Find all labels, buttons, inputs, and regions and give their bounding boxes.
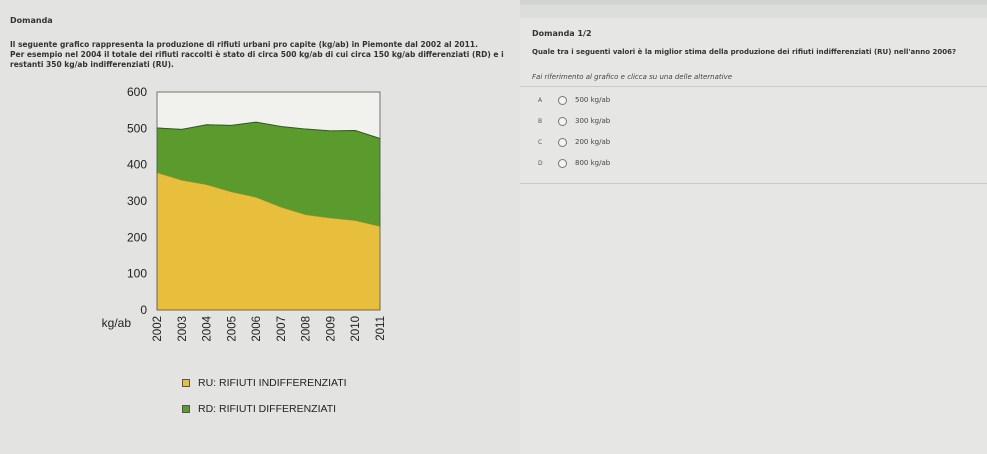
x-tick-label: 2011 bbox=[375, 316, 387, 341]
option-letter: B bbox=[538, 117, 543, 125]
y-axis-label: kg/ab bbox=[102, 316, 132, 330]
x-tick-label: 2004 bbox=[202, 315, 214, 341]
plot-frame bbox=[156, 91, 381, 311]
waste-chart: 0 100 200 300 400 500 600 kg/ab 2002 2003 2004 2005… bbox=[102, 85, 387, 342]
x-tick-label: 2010 bbox=[350, 316, 362, 342]
x-tick-label: 2007 bbox=[276, 316, 288, 342]
legend-item-rd: RD: RIFIUTI DIFFERENZIATI bbox=[182, 403, 336, 415]
legend-swatch-rd bbox=[182, 405, 190, 413]
radio-icon[interactable] bbox=[558, 158, 567, 168]
y-tick-label: 100 bbox=[127, 267, 147, 281]
intro-line: restanti 350 kg/ab indifferenziati (RU). bbox=[10, 60, 174, 69]
x-tick-label: 2008 bbox=[301, 316, 313, 342]
option-letter: C bbox=[538, 138, 543, 146]
option-label: 800 kg/ab bbox=[575, 159, 611, 167]
series-line-total bbox=[156, 121, 381, 139]
question-stimulus-pane: Domanda Il seguente grafico rappresenta … bbox=[10, 16, 515, 415]
option-c[interactable]: C 200 kg/ab bbox=[538, 135, 610, 149]
option-letter: D bbox=[538, 159, 543, 167]
radio-icon[interactable] bbox=[558, 95, 567, 105]
option-label: 200 kg/ab bbox=[575, 138, 611, 146]
question-instruction: Fai riferimento al grafico e clicca su u… bbox=[532, 73, 733, 81]
option-label: 300 kg/ab bbox=[575, 117, 611, 125]
answer-options: A 500 kg/ab B 300 kg/ab C 200 kg/ab D 80… bbox=[520, 86, 987, 184]
option-label: 500 kg/ab bbox=[575, 96, 611, 104]
y-tick-label: 400 bbox=[127, 158, 147, 172]
question-pane: Domanda 1/2 Quale tra i seguenti valori … bbox=[520, 18, 987, 454]
x-tick-label: 2006 bbox=[251, 316, 263, 342]
intro-line: Per esempio nel 2004 il totale dei rifiu… bbox=[10, 50, 504, 59]
radio-icon[interactable] bbox=[558, 116, 567, 126]
legend-label-ru: RU: RIFIUTI INDIFFERENZIATI bbox=[198, 377, 347, 389]
option-letter: A bbox=[538, 96, 543, 104]
y-tick-label: 600 bbox=[127, 85, 147, 99]
x-tick-label: 2009 bbox=[325, 316, 337, 342]
y-tick-label: 0 bbox=[140, 303, 147, 317]
radio-icon[interactable] bbox=[558, 137, 567, 147]
option-d[interactable]: D 800 kg/ab bbox=[538, 156, 610, 170]
question-text: Quale tra i seguenti valori è la miglior… bbox=[532, 48, 957, 56]
pane-title: Domanda bbox=[10, 16, 53, 25]
x-tick-label: 2005 bbox=[226, 316, 238, 342]
y-tick-label: 500 bbox=[127, 121, 147, 135]
legend-label-rd: RD: RIFIUTI DIFFERENZIATI bbox=[198, 403, 337, 415]
intro-line: Il seguente grafico rappresenta la produ… bbox=[10, 40, 478, 49]
x-tick-label: 2002 bbox=[152, 316, 164, 342]
y-tick-label: 300 bbox=[127, 194, 147, 208]
legend-item-ru: RU: RIFIUTI INDIFFERENZIATI bbox=[182, 377, 347, 389]
y-tick-label: 200 bbox=[127, 230, 147, 244]
legend-swatch-ru bbox=[182, 379, 190, 387]
question-title: Domanda 1/2 bbox=[532, 29, 592, 38]
x-tick-label: 2003 bbox=[177, 316, 189, 342]
option-a[interactable]: A 500 kg/ab bbox=[538, 93, 610, 107]
intro-text: Il seguente grafico rappresenta la produ… bbox=[10, 40, 515, 70]
option-b[interactable]: B 300 kg/ab bbox=[538, 114, 610, 128]
